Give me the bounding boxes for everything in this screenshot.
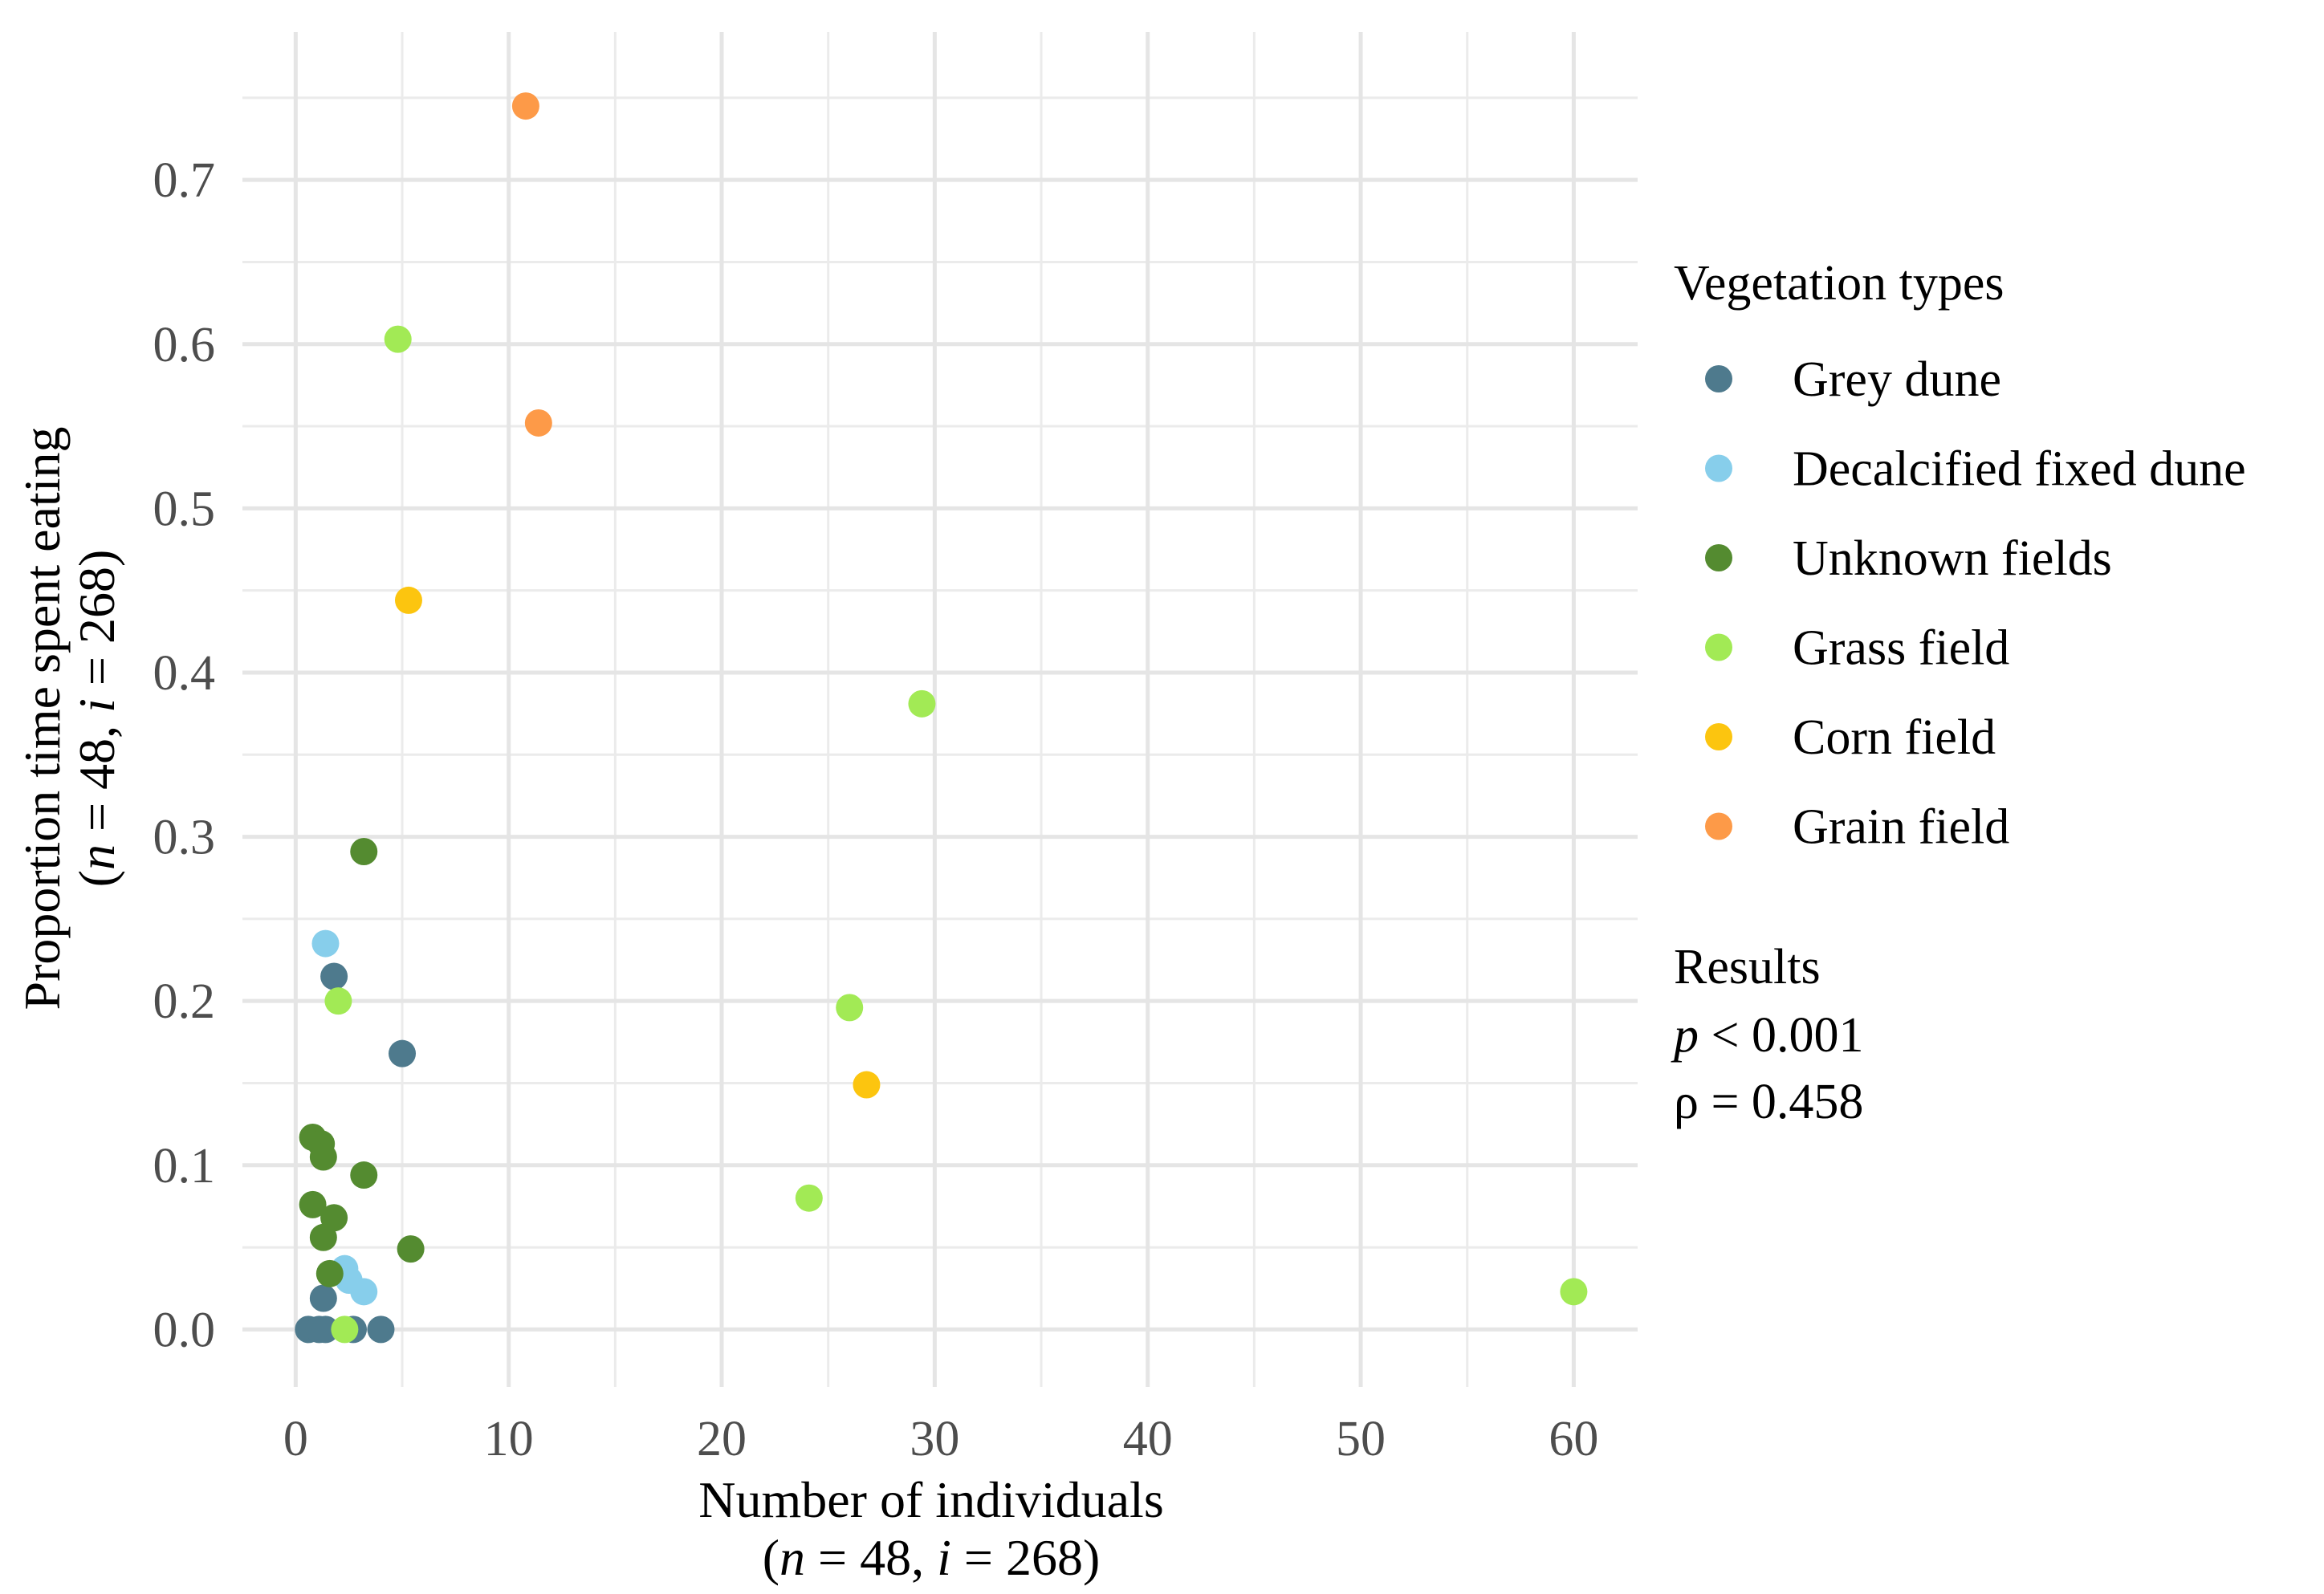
point-corn-field-1 [853,1071,881,1099]
legend-key-decalcified-fixed-dune [1705,454,1732,482]
legend-label-grass-field: Grass field [1793,621,2009,676]
grid-minor [242,32,1638,1387]
y-tick-label-1: 0.1 [153,1139,216,1193]
point-grass-field-0 [384,325,412,353]
y-axis-ticks: 0.0 0.1 0.2 0.3 0.4 0.5 0.6 0.7 [153,153,216,1357]
point-grass-field-2 [324,987,352,1015]
point-decalcified-fixed-dune-0 [311,929,340,958]
y-tick-label-6: 0.6 [153,318,216,372]
point-unknown-fields-3 [309,1143,337,1171]
x-tick-label-2: 20 [697,1412,747,1466]
results-annotation: Results p < 0.001 ρ = 0.458 [1671,940,1863,1129]
y-axis-title: Proportion time spent eating [14,427,71,1010]
point-grain-field-0 [511,92,539,120]
y-tick-label-4: 0.4 [153,646,216,701]
legend-key-unknown-fields [1705,544,1732,571]
results-title: Results [1674,940,1821,994]
point-unknown-fields-4 [299,1190,327,1218]
legend-key-corn-field [1705,723,1732,750]
results-p-value: p < 0.001 [1671,1008,1863,1063]
point-grass-field-1 [908,689,936,718]
legend-label-decalcified-fixed-dune: Decalcified fixed dune [1793,442,2246,497]
legend: Vegetation types Grey dune Decalcified fi… [1674,256,2246,855]
y-tick-label-0: 0.0 [153,1303,216,1357]
point-unknown-fields-9 [397,1235,425,1263]
point-grass-field-5 [1560,1278,1588,1306]
x-tick-label-1: 10 [484,1412,534,1466]
point-grey-dune-3 [320,962,348,990]
y-axis-title-group: Proportion time spent eating [14,427,71,1010]
point-grey-dune-2 [311,1315,340,1344]
x-tick-label-5: 50 [1336,1412,1386,1466]
y-tick-label-5: 0.5 [153,482,216,536]
point-grey-dune-6 [389,1039,417,1067]
x-tick-label-6: 60 [1549,1412,1598,1466]
x-tick-label-3: 30 [910,1412,959,1466]
results-rho: ρ = 0.458 [1674,1075,1863,1129]
point-grass-field-4 [795,1184,823,1212]
y-axis-subtitle-group: (n = 48, i = 268) [68,550,125,888]
x-axis-title: Number of individuals [698,1471,1163,1528]
point-grey-dune-5 [367,1315,395,1344]
legend-label-grain-field: Grain field [1793,800,2009,855]
x-tick-label-4: 40 [1123,1412,1173,1466]
legend-label-corn-field: Corn field [1793,710,1996,765]
point-grey-dune-7 [309,1284,337,1312]
point-grass-field-3 [836,994,864,1022]
point-corn-field-0 [394,586,422,614]
point-unknown-fields-8 [350,1161,378,1189]
legend-key-grain-field [1705,812,1732,840]
legend-key-grass-field [1705,633,1732,661]
y-tick-label-3: 0.3 [153,811,216,865]
point-unknown-fields-0 [350,837,378,865]
legend-label-unknown-fields: Unknown fields [1793,531,2112,586]
y-tick-label-7: 0.7 [153,153,216,208]
point-unknown-fields-6 [309,1223,337,1251]
legend-title: Vegetation types [1674,256,2005,311]
point-grass-field-6 [331,1315,359,1344]
y-tick-label-2: 0.2 [153,974,216,1029]
x-axis-subtitle: (n = 48, i = 268) [763,1529,1101,1586]
legend-label-grey-dune: Grey dune [1793,352,2001,407]
point-grain-field-1 [524,409,552,437]
data-points [295,92,1588,1344]
grid-major [242,32,1638,1387]
point-unknown-fields-7 [315,1259,344,1287]
x-axis-ticks: 0 10 20 30 40 50 60 [283,1412,1599,1466]
legend-items: Grey dune Decalcified fixed dune Unknown f… [1705,352,2246,855]
legend-key-grey-dune [1705,365,1732,392]
x-tick-label-0: 0 [283,1412,308,1466]
y-axis-subtitle: (n = 48, i = 268) [68,550,125,888]
